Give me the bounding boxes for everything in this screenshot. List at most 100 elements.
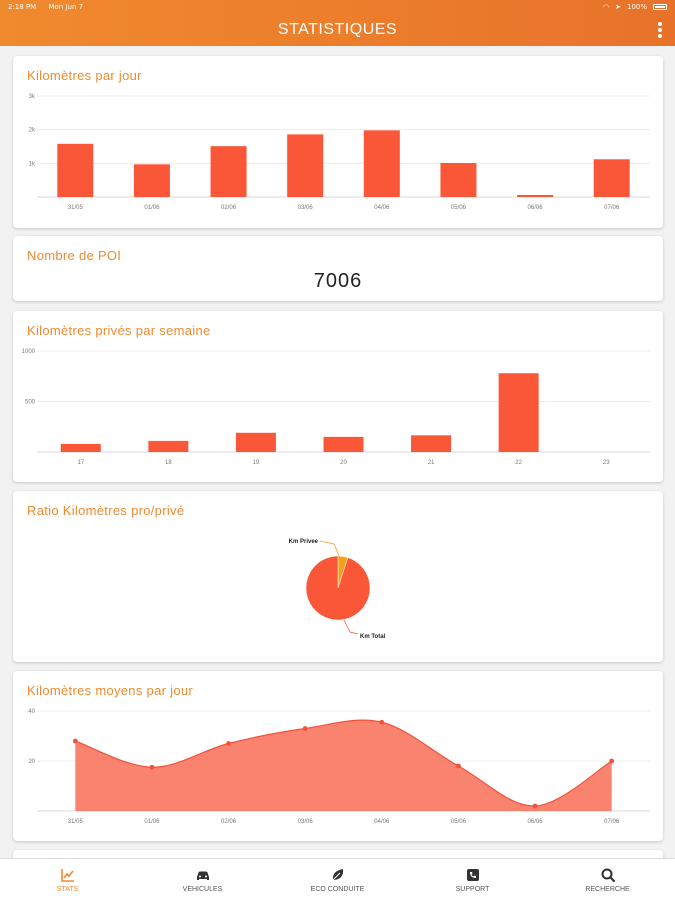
tab-label: STATS [56,885,79,893]
ratio-card: Ratio Kilomètres pro/privé Km Privee Km T… [13,491,663,662]
bar [593,159,630,197]
bar [517,194,554,197]
support-icon [466,868,479,881]
battery-icon [653,4,667,10]
pie-leader-line [319,540,341,559]
bar [440,162,477,197]
bar [60,443,101,452]
x-tick-label: 19 [253,460,260,466]
bottom-tab-bar: STATS VEHICULES ECO CONDUITE SUPPORT REC… [0,858,675,900]
x-tick-label: 21 [428,460,435,466]
x-tick-label: 03/06 [298,819,314,825]
status-date: Mon Jun 7 [48,3,84,11]
location-icon: ➤ [615,3,621,11]
car-icon [196,871,209,880]
data-point [456,763,461,769]
km-per-day-title: Kilomètres par jour [27,68,142,83]
tab-recherche[interactable]: RECHERCHE [540,859,675,900]
x-tick-label: 05/06 [451,205,467,211]
pie-label: Km Privee [289,539,319,545]
bar [133,164,170,197]
app-bar: STATISTIQUES [0,14,675,46]
x-tick-label: 23 [603,460,610,466]
km-per-day-card: Kilomètres par jour 1k 2k 3k 31/05 01/06 02/0… [13,56,663,228]
x-tick-label: 04/06 [374,819,390,825]
bar [210,146,247,197]
pie-label: Km Total [360,634,386,640]
bar [363,130,400,197]
ratio-title: Ratio Kilomètres pro/privé [27,503,185,518]
x-tick-label: 05/06 [451,819,467,825]
y-tick-label: 20 [28,759,35,765]
data-point [72,738,78,744]
pie-leader-line [343,619,359,635]
poi-value: 7006 [313,270,363,292]
x-tick-label: 18 [165,460,172,466]
x-tick-label: 02/06 [221,205,237,211]
ratio-pie-chart: Km Privee Km Total [289,539,386,640]
bar [498,373,539,452]
poi-title: Nombre de POI [27,248,122,263]
tab-label: VEHICULES [182,885,223,893]
y-tick-label: 40 [28,709,35,715]
search-icon [601,868,615,882]
y-tick-label: 3k [29,94,36,100]
tab-support[interactable]: SUPPORT [405,859,540,900]
series-line [75,719,612,807]
avg-km-day-title: Kilomètres moyens par jour [27,683,194,698]
wifi-icon: ◠ [603,3,610,11]
bar [57,143,94,197]
pie-slice [305,555,371,621]
tab-eco-conduite[interactable]: ECO CONDUITE [270,859,405,900]
status-right: ◠ ➤ 100% [603,3,667,11]
status-bar: 2:18 PM Mon Jun 7 ◠ ➤ 100% [0,0,675,14]
y-tick-label: 1000 [22,349,36,355]
x-tick-label: 17 [77,460,84,466]
x-tick-label: 20 [340,460,347,466]
tab-vehicules[interactable]: VEHICULES [135,859,270,900]
tab-label: SUPPORT [455,885,490,893]
x-tick-label: 22 [515,460,522,466]
poi-card: Nombre de POI 7006 [13,236,663,301]
bar [287,134,324,197]
x-tick-label: 01/06 [144,819,160,825]
x-tick-label: 31/05 [68,819,84,825]
x-tick-label: 04/06 [374,205,390,211]
private-km-week-title: Kilomètres privés par semaine [27,323,211,338]
status-time: 2:18 PM [8,3,37,11]
leaf-icon [332,868,343,880]
x-tick-label: 07/06 [604,205,620,211]
avg-km-day-chart: 20 40 31/05 01/06 02/06 03/06 04/06 05/06 06/06 0… [28,709,650,825]
private-km-week-chart: 500 1000 17 18 19 20 21 22 23 [22,349,650,466]
km-per-day-chart: 1k 2k 3k 31/05 01/06 02/06 03/06 04/06 05/06 06/0… [29,94,650,211]
y-tick-label: 500 [25,400,36,406]
page-title: STATISTIQUES [277,21,398,38]
tab-stats[interactable]: STATS [0,859,135,900]
x-tick-label: 01/06 [144,205,160,211]
x-tick-label: 02/06 [221,819,237,825]
tab-label: RECHERCHE [585,885,630,893]
bar [323,436,364,452]
status-battery: 100% [626,3,647,11]
data-point [532,803,538,809]
x-tick-label: 06/06 [528,819,544,825]
area-fill [75,720,612,811]
x-tick-label: 06/06 [528,205,544,211]
bar [148,440,189,452]
x-tick-label: 03/06 [298,205,314,211]
stats-icon [60,868,74,882]
status-left: 2:18 PM Mon Jun 7 [8,3,93,11]
data-point [609,758,615,764]
y-tick-label: 2k [29,128,36,134]
private-km-week-card: Kilomètres privés par semaine 500 1000 17 1… [13,311,663,482]
data-point [302,726,308,731]
tab-label: ECO CONDUITE [310,885,365,893]
bar [235,432,276,452]
data-point [149,764,155,770]
avg-km-day-card: Kilomètres moyens par jour 20 40 31/05 01/0… [13,671,663,841]
more-options-icon[interactable] [657,22,663,38]
x-tick-label: 31/05 [68,205,84,211]
data-point [379,719,385,725]
x-tick-label: 07/06 [604,819,620,825]
bar [411,435,452,452]
